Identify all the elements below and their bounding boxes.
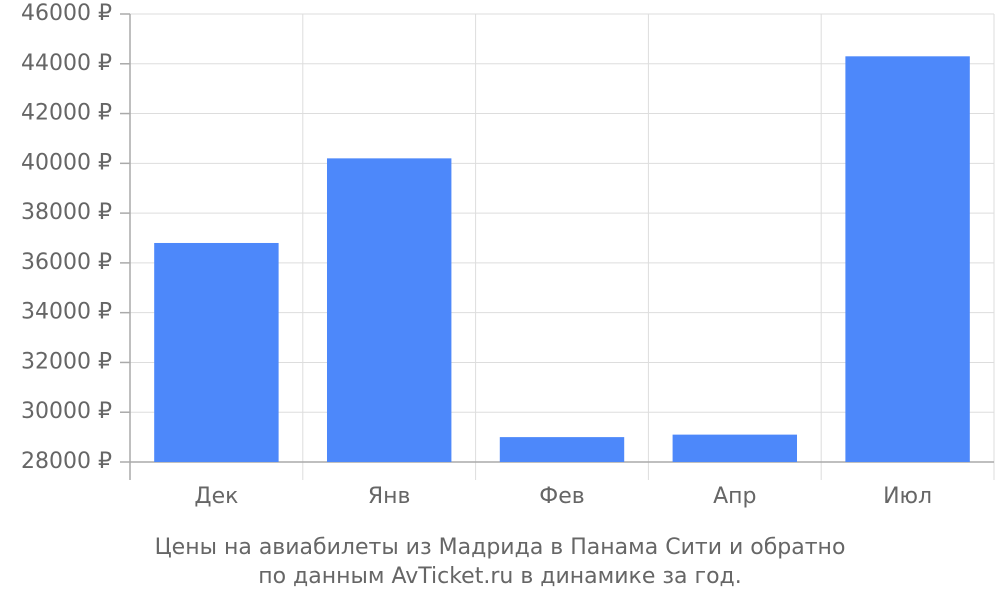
bar (154, 242, 279, 462)
y-tick-label: 44000 ₽ (21, 51, 112, 76)
bar (326, 158, 452, 462)
y-tick-label: 46000 ₽ (21, 1, 112, 26)
y-tick-label: 40000 ₽ (21, 150, 112, 175)
y-tick-label: 36000 ₽ (21, 250, 112, 275)
x-tick-label: Дек (194, 484, 238, 509)
y-tick-label: 30000 ₽ (21, 399, 112, 424)
bar (845, 56, 970, 463)
x-tick-label: Фев (539, 484, 584, 509)
y-tick-label: 38000 ₽ (21, 200, 112, 225)
x-tick-label: Янв (368, 484, 411, 509)
y-tick-label: 28000 ₽ (21, 449, 112, 474)
caption: Цены на авиабилеты из Мадрида в Панама С… (155, 535, 846, 560)
y-tick-label: 34000 ₽ (21, 300, 112, 325)
y-tick-label: 32000 ₽ (21, 349, 112, 374)
y-tick-label: 42000 ₽ (21, 101, 112, 126)
x-tick-label: Июл (883, 484, 932, 509)
caption: по данным AvTicket.ru в динамике за год. (258, 564, 742, 589)
bar (499, 437, 625, 462)
x-tick-label: Апр (713, 484, 756, 509)
bar (672, 434, 798, 462)
